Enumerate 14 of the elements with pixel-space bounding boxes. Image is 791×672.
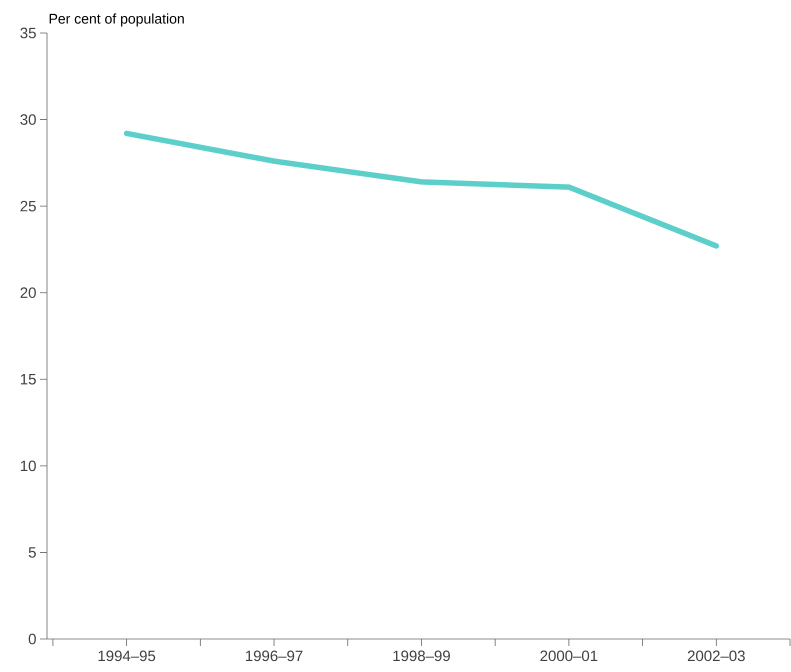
- y-axis-title: Per cent of population: [50, 13, 184, 26]
- y-tick-label: 25: [20, 200, 36, 212]
- y-tick-label: 20: [20, 287, 36, 298]
- y-tick-label: 30: [20, 114, 36, 125]
- y-tick-label: 0: [28, 634, 36, 644]
- x-tick-label: 1994–95: [98, 650, 156, 662]
- y-tick-label: 15: [20, 374, 36, 385]
- y-tick-label: 10: [20, 460, 36, 472]
- x-tick-label: 2002–03: [688, 650, 745, 662]
- x-tick-label: 1998–99: [393, 650, 450, 662]
- y-tick-label: 35: [20, 28, 36, 38]
- x-tick-label: 1996–97: [246, 650, 302, 662]
- y-tick-label: 5: [28, 547, 36, 558]
- x-tick-label: 2000–01: [540, 650, 598, 662]
